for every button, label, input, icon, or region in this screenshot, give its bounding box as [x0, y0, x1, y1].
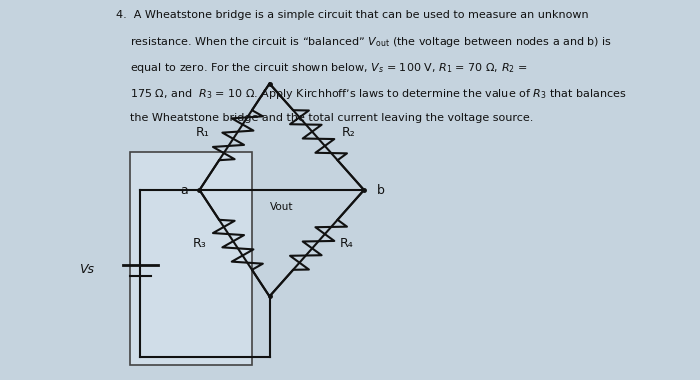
Text: Vout: Vout — [270, 202, 293, 212]
Text: equal to zero. For the circuit shown below, $V_s$ = 100 V, $R_1$ = 70 Ω, $R_2$ =: equal to zero. For the circuit shown bel… — [130, 61, 527, 75]
Text: R₄: R₄ — [340, 237, 353, 250]
Text: a: a — [180, 184, 188, 196]
Text: Vs: Vs — [80, 263, 94, 276]
Text: b: b — [377, 184, 385, 196]
Text: the Wheatstone bridge and the total current leaving the voltage source.: the Wheatstone bridge and the total curr… — [130, 113, 533, 123]
Text: R₃: R₃ — [193, 237, 206, 250]
Text: resistance. When the circuit is “balanced” $\mathit{V}_{\mathrm{out}}$ (the volt: resistance. When the circuit is “balance… — [130, 35, 612, 49]
Text: R₁: R₁ — [196, 127, 210, 139]
Text: R₂: R₂ — [342, 127, 355, 139]
Text: 175 Ω, and  $R_3$ = 10 Ω. Apply Kirchhoff’s laws to determine the value of $R_3$: 175 Ω, and $R_3$ = 10 Ω. Apply Kirchhoff… — [130, 87, 626, 101]
Text: 4.  A Wheatstone bridge is a simple circuit that can be used to measure an unkno: 4. A Wheatstone bridge is a simple circu… — [116, 10, 588, 19]
FancyBboxPatch shape — [130, 152, 252, 365]
